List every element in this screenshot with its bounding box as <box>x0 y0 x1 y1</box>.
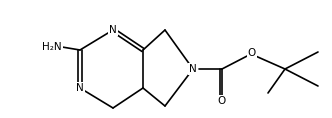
Text: O: O <box>248 48 256 58</box>
Text: N: N <box>76 83 84 93</box>
Text: N: N <box>109 25 117 35</box>
Text: N: N <box>189 64 197 74</box>
Text: H₂N: H₂N <box>42 42 62 52</box>
Text: O: O <box>218 96 226 106</box>
